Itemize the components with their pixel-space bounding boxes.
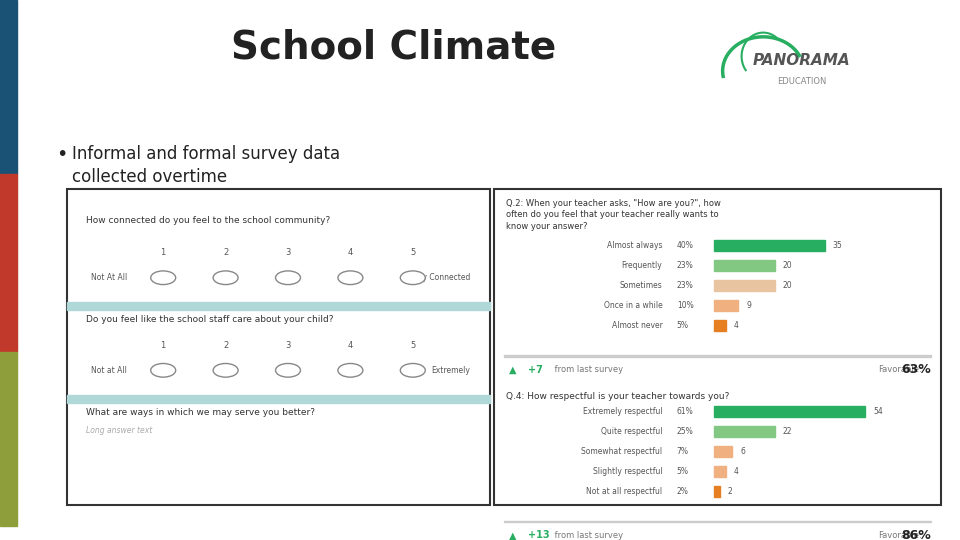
Text: 6: 6 xyxy=(740,447,745,456)
Text: Sometimes: Sometimes xyxy=(619,281,662,290)
Text: 20: 20 xyxy=(782,261,792,270)
Bar xyxy=(714,465,727,477)
Circle shape xyxy=(151,363,176,377)
Text: School Climate: School Climate xyxy=(231,28,556,66)
Text: 9: 9 xyxy=(746,301,751,310)
Text: 5%: 5% xyxy=(677,467,688,476)
Text: Not at all respectful: Not at all respectful xyxy=(587,487,662,496)
Text: 54: 54 xyxy=(874,407,883,416)
Text: Favorable:: Favorable: xyxy=(878,365,923,374)
Text: from last survey: from last survey xyxy=(552,531,623,540)
Text: +7: +7 xyxy=(528,365,542,375)
Bar xyxy=(714,320,727,332)
Text: 63%: 63% xyxy=(901,363,931,376)
Text: What are ways in which we may serve you better?: What are ways in which we may serve you … xyxy=(86,408,316,417)
Text: EDUCATION: EDUCATION xyxy=(777,77,827,86)
Text: Very Connected: Very Connected xyxy=(410,273,470,282)
Text: 3: 3 xyxy=(285,341,291,349)
Text: 5%: 5% xyxy=(677,321,688,330)
Text: 2: 2 xyxy=(223,341,228,349)
Text: 4: 4 xyxy=(734,321,739,330)
FancyBboxPatch shape xyxy=(67,190,490,505)
Text: 10%: 10% xyxy=(677,301,693,310)
Text: Extremely respectful: Extremely respectful xyxy=(583,407,662,416)
Text: 5: 5 xyxy=(410,341,416,349)
Text: 2: 2 xyxy=(223,248,228,257)
Text: Somewhat respectful: Somewhat respectful xyxy=(581,447,662,456)
Bar xyxy=(714,240,826,252)
Text: from last survey: from last survey xyxy=(552,365,623,374)
Text: 1: 1 xyxy=(160,248,166,257)
Circle shape xyxy=(400,363,425,377)
Text: Q.4: How respectful is your teacher towards you?: Q.4: How respectful is your teacher towa… xyxy=(506,392,730,401)
Text: 86%: 86% xyxy=(901,529,931,540)
Circle shape xyxy=(338,363,363,377)
Bar xyxy=(67,395,490,403)
Text: 4: 4 xyxy=(348,341,353,349)
Circle shape xyxy=(400,271,425,285)
Text: Slightly respectful: Slightly respectful xyxy=(592,467,662,476)
Text: •: • xyxy=(56,145,67,164)
Bar xyxy=(0,0,17,173)
Bar xyxy=(0,173,17,353)
Bar xyxy=(504,355,931,356)
Bar xyxy=(0,353,17,526)
Text: 1: 1 xyxy=(160,341,166,349)
Text: Not At All: Not At All xyxy=(91,273,128,282)
Bar xyxy=(504,521,931,522)
Bar xyxy=(714,426,775,437)
Bar xyxy=(714,300,738,312)
Text: 23%: 23% xyxy=(677,261,693,270)
Text: Extremely: Extremely xyxy=(432,366,470,375)
Text: 61%: 61% xyxy=(677,407,693,416)
Circle shape xyxy=(213,271,238,285)
Text: Frequently: Frequently xyxy=(622,261,662,270)
Text: Not at All: Not at All xyxy=(91,366,127,375)
Circle shape xyxy=(338,271,363,285)
Text: 4: 4 xyxy=(348,248,353,257)
Bar xyxy=(714,485,720,497)
Text: 35: 35 xyxy=(833,241,843,250)
Bar xyxy=(67,302,490,310)
Text: Do you feel like the school staff care about your child?: Do you feel like the school staff care a… xyxy=(86,315,334,324)
Text: 40%: 40% xyxy=(677,241,694,250)
Bar xyxy=(714,446,732,457)
Text: +13: +13 xyxy=(528,530,550,540)
Bar xyxy=(714,260,775,272)
Text: 2: 2 xyxy=(728,487,732,496)
Bar xyxy=(714,406,866,417)
Circle shape xyxy=(276,271,300,285)
Text: 5: 5 xyxy=(410,248,416,257)
Text: 23%: 23% xyxy=(677,281,693,290)
Text: PANORAMA: PANORAMA xyxy=(753,53,851,68)
Text: Almost never: Almost never xyxy=(612,321,662,330)
Text: Once in a while: Once in a while xyxy=(604,301,662,310)
Text: How connected do you feel to the school community?: How connected do you feel to the school … xyxy=(86,215,330,225)
Text: 2%: 2% xyxy=(677,487,688,496)
Text: 20: 20 xyxy=(782,281,792,290)
Circle shape xyxy=(276,363,300,377)
Text: Q.2: When your teacher asks, "How are you?", how
often do you feel that your tea: Q.2: When your teacher asks, "How are yo… xyxy=(506,199,721,231)
Text: Informal and formal survey data
collected overtime: Informal and formal survey data collecte… xyxy=(72,145,340,186)
Text: 4: 4 xyxy=(734,467,739,476)
Text: ▲: ▲ xyxy=(509,530,516,540)
Text: Long answer text: Long answer text xyxy=(86,426,153,435)
Text: 3: 3 xyxy=(285,248,291,257)
Text: Favorable:: Favorable: xyxy=(878,531,923,540)
Bar xyxy=(714,280,775,292)
Text: Almost always: Almost always xyxy=(607,241,662,250)
FancyBboxPatch shape xyxy=(494,190,941,505)
Text: Quite respectful: Quite respectful xyxy=(601,427,662,436)
Circle shape xyxy=(213,363,238,377)
Circle shape xyxy=(151,271,176,285)
Text: 22: 22 xyxy=(782,427,792,436)
Text: ▲: ▲ xyxy=(509,365,516,375)
Text: 25%: 25% xyxy=(677,427,693,436)
Text: 7%: 7% xyxy=(677,447,688,456)
